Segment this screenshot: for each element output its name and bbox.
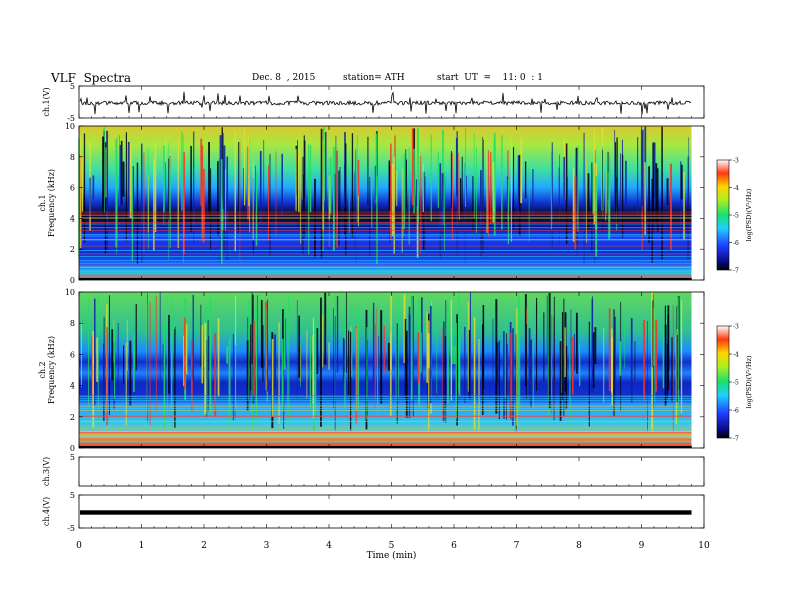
station-label: station= ATH: [343, 73, 405, 83]
x-tick-label: 9: [639, 541, 645, 551]
x-tick-label: 5: [389, 541, 395, 551]
x-tick-label: 8: [576, 541, 582, 551]
colorbar-ch1: [716, 159, 730, 271]
x-tick-label: 0: [76, 541, 82, 551]
colorbar-tick-label: -6: [733, 408, 739, 415]
colorbar-tick-label: -4: [733, 352, 739, 359]
y-tick-label: 2: [70, 245, 75, 254]
y-axis-label: ch.1: [38, 194, 47, 211]
colorbar-tick-label: -7: [733, 268, 739, 275]
x-tick-label: 1: [139, 541, 145, 551]
spectrogram-bursts-ch2: [80, 292, 683, 433]
x-tick-label: 6: [451, 541, 457, 551]
y-tick-label: 4: [70, 382, 75, 391]
spectrogram-baseline: [79, 278, 692, 280]
y-tick-label: 8: [70, 319, 75, 328]
y-tick-label: 2: [70, 413, 75, 422]
spectrogram-ch2: [79, 292, 692, 448]
ch1-waveform: [79, 91, 692, 115]
x-tick-label: 4: [326, 541, 332, 551]
y-tick-label: 5: [70, 491, 75, 500]
x-tick-label: 3: [264, 541, 270, 551]
y-axis-label: ch.1(V): [42, 87, 51, 116]
y-tick-label: 5: [70, 82, 75, 91]
x-axis-label: Time (min): [367, 550, 417, 561]
panel-frame-3: [78, 456, 705, 487]
start-time-label: start UT = 11: 0 : 1: [437, 73, 543, 83]
y-tick-label: 0: [70, 444, 75, 453]
colorbar-tick-label: -6: [733, 240, 739, 247]
chart-title: VLF Spectra: [51, 71, 132, 85]
y-axis-label: ch.4(V): [42, 497, 51, 526]
x-tick-label: 2: [201, 541, 207, 551]
y-axis-label: ch.2: [38, 361, 47, 378]
y-tick-label: -5: [67, 524, 75, 533]
spectrogram-baseline: [79, 446, 692, 448]
y-axis-label: Frequency (kHz): [47, 169, 56, 237]
y-axis-label: Frequency (kHz): [47, 336, 56, 404]
colorbar-tick-label: -5: [733, 213, 739, 220]
x-tick-label: 7: [514, 541, 520, 551]
spectrogram-bands-ch2: [79, 395, 692, 448]
y-tick-label: 8: [70, 153, 75, 162]
colorbar-tick-label: -4: [733, 185, 739, 192]
y-axis-label: ch.3(V): [42, 457, 51, 486]
y-tick-label: 4: [70, 214, 75, 223]
spectrogram-bands-ch1: [79, 211, 692, 274]
y-tick-label: 6: [70, 350, 75, 359]
spectrogram-ch1: [79, 126, 692, 280]
date-label: Dec. 8 , 2015: [252, 73, 316, 83]
ch4-waveform: [80, 510, 692, 515]
y-tick-label: -5: [67, 114, 75, 123]
colorbar-tick-label: -7: [733, 436, 739, 443]
y-tick-label: 10: [65, 288, 75, 297]
y-tick-label: 6: [70, 184, 75, 193]
colorbar-tick-label: -3: [733, 158, 739, 165]
colorbar-tick-label: -3: [733, 324, 739, 331]
colorbar-label: log(PSD)(V²/Hz): [745, 188, 753, 241]
y-tick-label: 5: [70, 453, 75, 462]
colorbar-tick-label: -5: [733, 380, 739, 387]
colorbar-ch2: [716, 325, 730, 439]
y-tick-label: 10: [65, 122, 75, 131]
colorbar-label: log(PSD)(V²/Hz): [745, 355, 753, 408]
spectrogram-bursts-ch1: [78, 126, 690, 265]
x-tick-label: 10: [698, 541, 710, 551]
y-tick-label: 0: [70, 276, 75, 285]
